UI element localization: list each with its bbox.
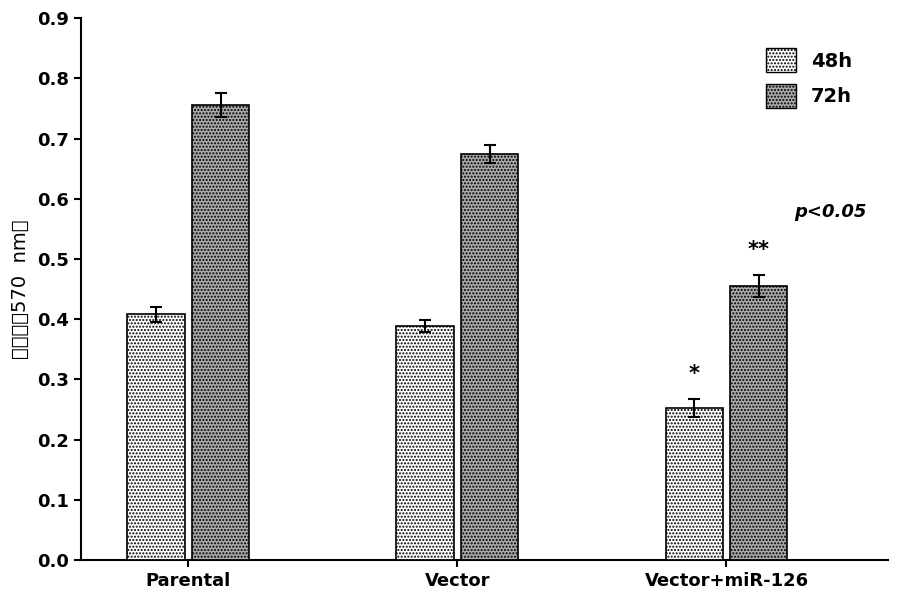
Bar	[192, 105, 249, 560]
Text: *: *	[689, 364, 699, 384]
Text: p<0.05: p<0.05	[795, 203, 867, 221]
Legend: 48h, 72h: 48h, 72h	[757, 38, 862, 117]
Text: **: **	[748, 240, 770, 260]
Y-axis label: 吸光值（570  nm）: 吸光值（570 nm）	[11, 219, 30, 359]
Bar	[461, 154, 519, 560]
Bar	[665, 408, 723, 560]
Bar	[730, 286, 788, 560]
Bar	[128, 314, 185, 560]
Bar	[396, 326, 454, 560]
